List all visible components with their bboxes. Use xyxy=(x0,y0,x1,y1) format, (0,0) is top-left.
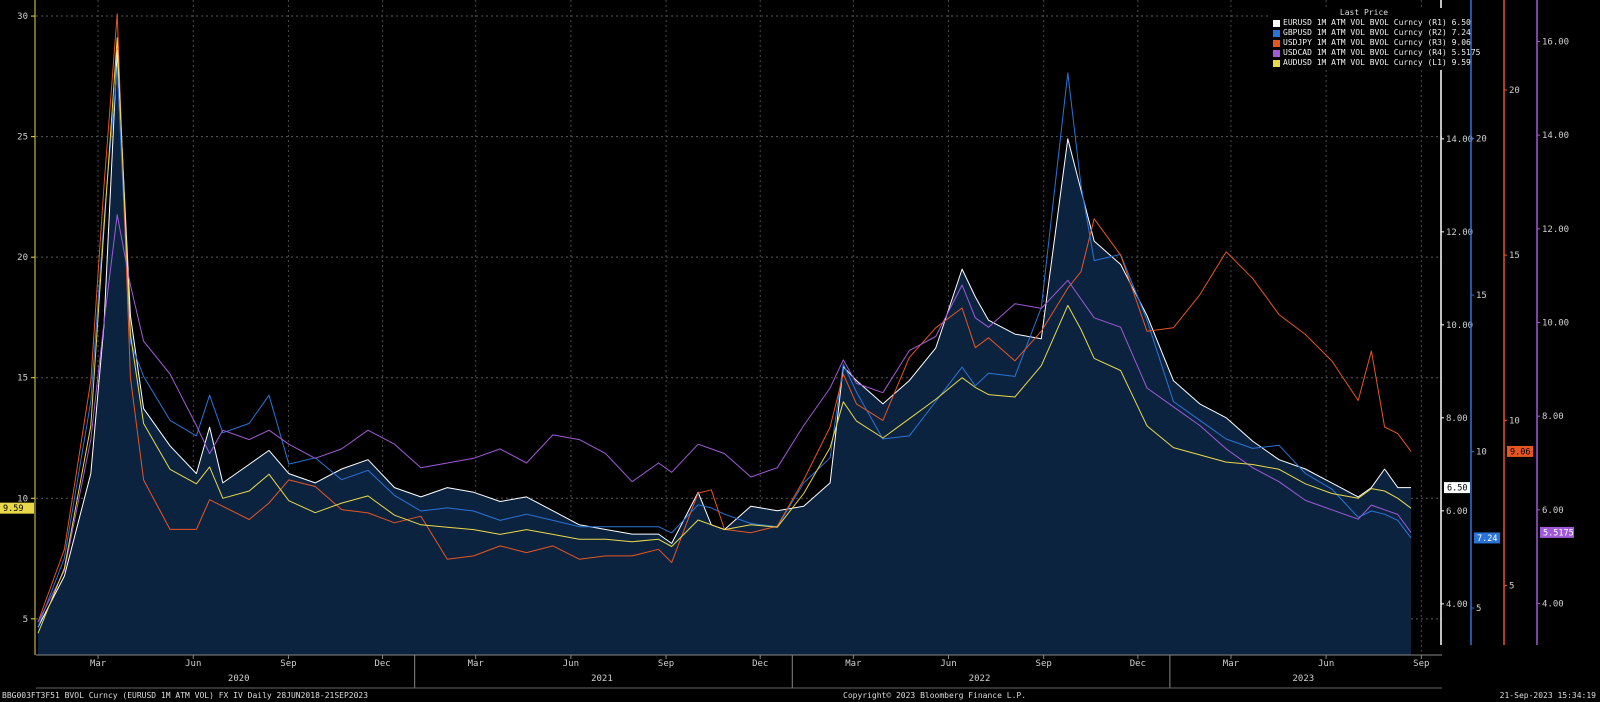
axis-tick-label-R1: 10.00 xyxy=(1446,321,1473,331)
x-month-label: Dec xyxy=(752,659,768,669)
current-value-tag-L1: 9.59 xyxy=(0,502,34,514)
axis-tick-label-R2: 15 xyxy=(1476,291,1487,301)
footer-timestamp: 21-Sep-2023 15:34:19 xyxy=(1499,691,1596,700)
x-month-label: Sep xyxy=(658,659,674,669)
axis-tick-label-R3: 20 xyxy=(1509,86,1520,96)
footer-ticker: BBG003FT3F51 BVOL Curncy (EURUSD 1M ATM … xyxy=(2,691,369,700)
left-axis-tick-label: 20 xyxy=(17,253,28,263)
current-value-tag-R2: 7.24 xyxy=(1474,532,1500,544)
x-month-label: Jun xyxy=(1318,659,1334,669)
x-axis: Mar Jun Sep Dec Mar Jun Sep Dec Mar Jun Sep Dec Mar J… xyxy=(36,654,1442,689)
current-value-tag-label: 7.24 xyxy=(1477,534,1497,544)
axis-tick-label-R4: 6.00 xyxy=(1542,506,1564,516)
axis-tick-label-R1: 8.00 xyxy=(1446,414,1468,424)
current-value-tag-R4: 5.5175 xyxy=(1540,526,1574,538)
current-value-tag-R1: 6.50 xyxy=(1444,482,1470,494)
current-value-tag-bg xyxy=(1540,526,1574,538)
current-value-tag-label: 6.50 xyxy=(1447,484,1467,494)
axis-tick-label-R4: 10.00 xyxy=(1542,318,1569,328)
x-month-label: Mar xyxy=(1223,659,1240,669)
axis-tick-label-R4: 14.00 xyxy=(1542,131,1569,141)
axis-tick-label-R4: 4.00 xyxy=(1542,599,1564,609)
legend-entry: AUDUSD 1M ATM VOL BVOL Curncy (L1) 9.59 xyxy=(1269,58,1471,68)
x-month-label: Sep xyxy=(1036,659,1052,669)
current-value-tag-bg xyxy=(1444,482,1470,494)
legend-entry: USDJPY 1M ATM VOL BVOL Curncy (R3) 9.06 xyxy=(1269,38,1471,48)
axis-tick-label-R1: 4.00 xyxy=(1446,600,1468,610)
legend-swatch xyxy=(1273,59,1280,67)
axis-tick-label-R1: 6.00 xyxy=(1446,507,1468,517)
current-value-tag-bg xyxy=(0,502,34,514)
axis-tick-label-R4: 8.00 xyxy=(1542,412,1564,422)
x-month-label: Jun xyxy=(940,659,956,669)
x-year-label: 2021 xyxy=(591,674,613,684)
left-axis-tick-label: 30 xyxy=(17,12,28,22)
x-year-label: 2020 xyxy=(228,674,250,684)
legend-title: Last Price xyxy=(1339,8,1389,17)
filled-area xyxy=(38,50,1411,655)
axis-tick-label-R2: 5 xyxy=(1476,604,1481,614)
x-month-label: Mar xyxy=(845,659,862,669)
legend-swatch xyxy=(1273,29,1280,37)
x-year-label: 2022 xyxy=(969,674,991,684)
axis-tick-label-R3: 10 xyxy=(1509,416,1520,426)
left-axis-tick-label: 15 xyxy=(17,374,28,384)
x-month-label: Jun xyxy=(563,659,579,669)
x-month-label: Jun xyxy=(185,659,201,669)
axis-tick-label-R4: 12.00 xyxy=(1542,225,1569,235)
legend-label: EURUSD 1M ATM VOL BVOL Curncy (R1) 6.50 xyxy=(1283,18,1471,27)
axis-tick-label-R1: 14.00 xyxy=(1446,135,1473,145)
x-month-label: Mar xyxy=(468,659,485,669)
axis-tick-label-R1: 12.00 xyxy=(1446,228,1473,238)
axis-tick-label-R4: 16.00 xyxy=(1542,37,1569,47)
legend-label: GBPUSD 1M ATM VOL BVOL Curncy (R2) 7.24 xyxy=(1283,28,1471,37)
axis-tick-label-R2: 10 xyxy=(1476,448,1487,458)
legend-entry: EURUSD 1M ATM VOL BVOL Curncy (R1) 6.50 xyxy=(1269,18,1471,28)
current-value-tag-R3: 9.06 xyxy=(1507,445,1533,457)
series-area-fill xyxy=(38,50,1411,655)
axes: 5 10 15 20 25 30 4.00 6.00 8.00 10.00 12.00 14.00 5 1… xyxy=(17,0,1569,655)
current-value-tag-label: 9.59 xyxy=(3,504,23,514)
legend-rows: EURUSD 1M ATM VOL BVOL Curncy (R1) 6.50 G… xyxy=(1269,18,1480,68)
current-value-tag-bg xyxy=(1507,445,1533,457)
legend: Last Price EURUSD 1M ATM VOL BVOL Curncy… xyxy=(1269,8,1480,70)
series-line-4 xyxy=(37,37,1412,634)
current-value-tag-bg xyxy=(1474,532,1500,544)
axis-tick-label-R3: 5 xyxy=(1509,582,1514,592)
current-value-tag-label: 5.5175 xyxy=(1543,528,1574,538)
axis-tick-label-R2: 20 xyxy=(1476,135,1487,145)
legend-label: AUDUSD 1M ATM VOL BVOL Curncy (L1) 9.59 xyxy=(1283,58,1471,67)
left-axis-tick-label: 10 xyxy=(17,494,28,504)
x-month-label: Dec xyxy=(1130,659,1146,669)
current-value-tags: 9.59 6.50 7.24 9.06 5.5175 xyxy=(0,445,1574,544)
legend-swatch xyxy=(1273,19,1280,27)
legend-swatch xyxy=(1273,39,1280,47)
x-year-label: 2023 xyxy=(1293,674,1315,684)
series-lines xyxy=(37,13,1412,634)
legend-entry: GBPUSD 1M ATM VOL BVOL Curncy (R2) 7.24 xyxy=(1269,28,1471,38)
x-month-label: Sep xyxy=(280,659,296,669)
legend-swatch xyxy=(1273,49,1280,57)
series-line-3 xyxy=(37,214,1412,623)
x-month-label: Sep xyxy=(1413,659,1429,669)
legend-entry: USDCAD 1M ATM VOL BVOL Curncy (R4) 5.517… xyxy=(1269,48,1480,58)
left-axis-tick-label: 25 xyxy=(17,133,28,143)
axis-tick-label-R3: 15 xyxy=(1509,251,1520,261)
legend-label: USDJPY 1M ATM VOL BVOL Curncy (R3) 9.06 xyxy=(1283,38,1471,47)
x-month-label: Mar xyxy=(90,659,107,669)
current-value-tag-label: 9.06 xyxy=(1510,447,1530,457)
series-line-1 xyxy=(37,66,1412,627)
left-axis-tick-label: 5 xyxy=(23,615,28,625)
legend-label: USDCAD 1M ATM VOL BVOL Curncy (R4) 5.517… xyxy=(1283,48,1481,57)
x-month-label: Dec xyxy=(374,659,390,669)
footer-copyright: Copyright© 2023 Bloomberg Finance L.P. xyxy=(843,691,1027,700)
